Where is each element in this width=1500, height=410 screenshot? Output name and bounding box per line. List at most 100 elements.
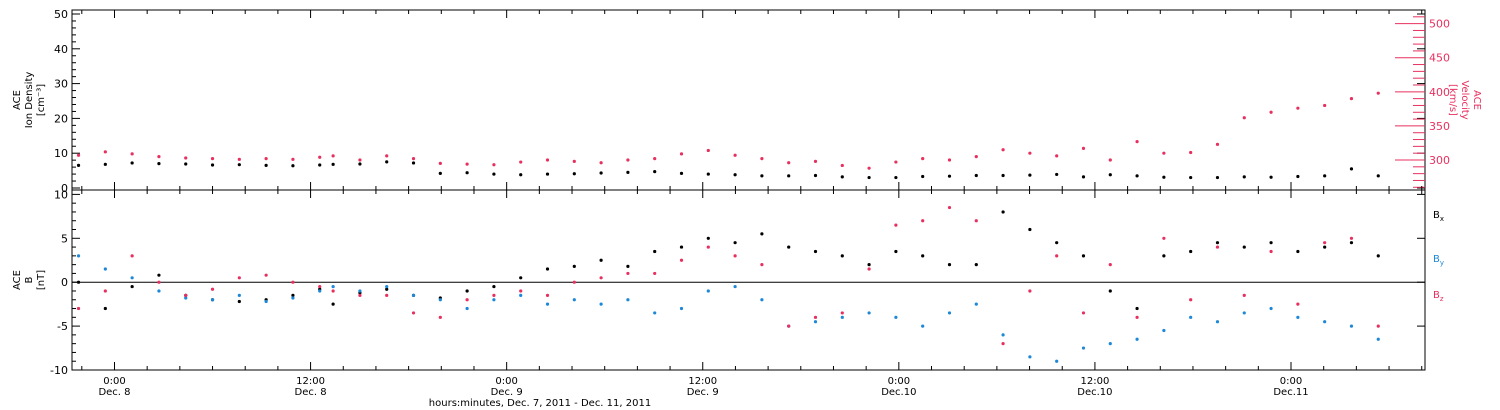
density-point <box>921 174 925 179</box>
velocity-point <box>184 156 188 160</box>
velocity-point <box>237 157 241 161</box>
density-point <box>157 162 161 166</box>
velocity-point <box>599 161 603 165</box>
bx-point <box>921 254 925 258</box>
density-point <box>184 162 188 166</box>
velocity-point <box>733 153 737 157</box>
by-point <box>331 284 335 289</box>
velocity-point <box>318 155 322 159</box>
velocity-point <box>921 157 925 161</box>
density-point <box>599 171 603 175</box>
by-point <box>1081 346 1086 350</box>
bx-point <box>572 264 576 268</box>
b-tick-label: -5 <box>57 320 68 333</box>
density-velocity-panel: 0 10 20 30 40 50 300 350 400 450 500 ACE Ion Dens… <box>12 8 1482 195</box>
velocity-point <box>1323 103 1327 108</box>
density-point <box>545 172 550 176</box>
bz-point <box>1001 342 1005 346</box>
bz-point <box>1349 236 1354 240</box>
bottom-panel-frame <box>71 189 1426 371</box>
by-point <box>599 302 603 306</box>
bz-point <box>840 311 844 315</box>
density-point <box>1081 175 1086 179</box>
bx-point <box>1135 306 1139 311</box>
density-point <box>733 173 737 177</box>
density-point <box>679 171 684 175</box>
by-point <box>653 311 657 315</box>
velocity-axis-label-line-3: [km/s] <box>1447 84 1458 116</box>
bz-point <box>947 205 952 210</box>
bx-point <box>237 299 241 304</box>
density-point <box>465 171 469 175</box>
by-point <box>358 289 362 293</box>
bz-point <box>974 219 978 223</box>
bx-point <box>894 249 898 254</box>
bz-point <box>1296 302 1300 306</box>
velocity-tick-label: 300 <box>1429 154 1450 167</box>
by-point <box>492 298 496 302</box>
velocity-point <box>974 154 978 159</box>
bz-point <box>492 293 496 297</box>
velocity-point <box>103 150 107 154</box>
b-axis-ticks: -10 -5 0 5 10 <box>50 188 1425 377</box>
bx-point <box>1242 245 1246 249</box>
bz-point <box>1108 263 1112 267</box>
bx-point <box>867 263 871 267</box>
velocity-point <box>679 152 684 156</box>
by-point <box>867 311 871 315</box>
bz-point <box>465 298 469 302</box>
velocity-point <box>1135 139 1139 144</box>
bx-point <box>1376 254 1380 258</box>
velocity-point <box>519 160 523 164</box>
bz-point <box>237 276 241 280</box>
by-point <box>894 315 898 319</box>
density-point <box>318 163 322 167</box>
bz-point <box>894 223 898 227</box>
bx-point <box>103 306 107 311</box>
density-point <box>1189 175 1193 180</box>
density-point <box>706 172 710 176</box>
bz-point <box>438 315 442 319</box>
by-point <box>1001 333 1005 337</box>
by-point <box>679 306 684 311</box>
velocity-point <box>706 148 710 153</box>
by-point <box>1269 306 1273 311</box>
velocity-point <box>626 158 630 162</box>
bx-point <box>599 258 603 262</box>
by-point <box>385 284 389 289</box>
density-point <box>358 162 362 166</box>
magnetic-field-points <box>76 205 1380 363</box>
by-point <box>130 276 134 280</box>
velocity-point <box>264 157 268 161</box>
density-point <box>1242 175 1246 179</box>
velocity-point <box>840 163 844 168</box>
bx-point <box>1001 210 1005 214</box>
velocity-point <box>1269 110 1273 114</box>
bz-point <box>1081 311 1086 315</box>
bz-point <box>760 263 764 267</box>
by-point <box>103 267 107 271</box>
by-point <box>1055 359 1059 363</box>
date-tick-label: Dec. 8 <box>98 387 130 398</box>
bz-point <box>921 219 925 223</box>
bx-point <box>974 263 978 267</box>
b-tick-label: -10 <box>50 364 68 377</box>
b-axis-label-line-2: B <box>24 276 35 283</box>
bz-point <box>519 289 523 293</box>
bz-point <box>184 293 188 297</box>
density-point <box>237 163 241 167</box>
bx-point <box>787 245 791 249</box>
legend-entry-bz: Bz <box>1433 290 1444 303</box>
velocity-point <box>947 158 952 162</box>
velocity-point <box>1055 154 1059 158</box>
bx-point <box>760 232 764 236</box>
bx-point <box>492 284 496 289</box>
density-axis-label-line-3: [cm⁻³] <box>36 84 47 116</box>
bz-point <box>210 287 215 291</box>
bz-point <box>264 273 268 277</box>
bz-point <box>291 280 295 284</box>
bz-point <box>1269 249 1273 254</box>
by-point <box>438 298 442 302</box>
